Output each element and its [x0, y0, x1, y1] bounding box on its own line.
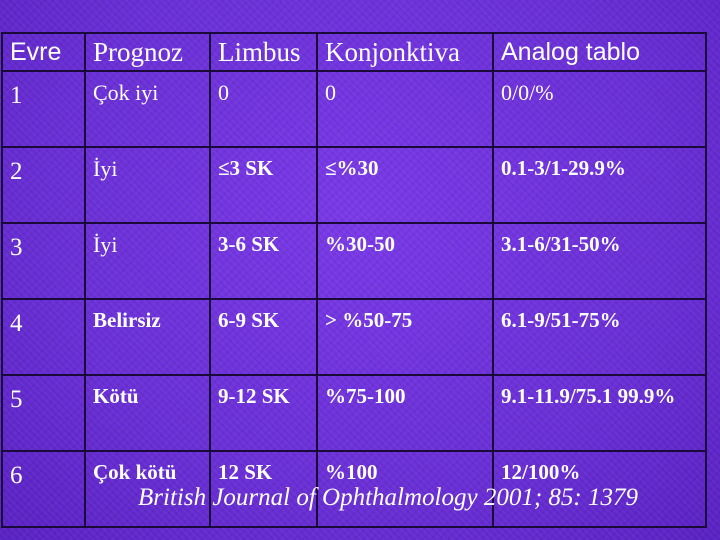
cell-prognoz: Çok iyi — [84, 70, 211, 148]
cell-konjonktiva: %100 — [316, 450, 494, 528]
cell-limbus: 0 — [209, 70, 318, 148]
cell-analog-tablo: 0/0/% — [492, 70, 707, 148]
table-row: 2 İyi ≤3 SK ≤%30 0.1-3/1-29.9% — [1, 146, 707, 224]
cell-evre: 4 — [1, 298, 86, 376]
table-row: 6 Çok kötü 12 SK %100 12/100% — [1, 450, 707, 528]
cell-limbus: 6-9 SK — [209, 298, 318, 376]
header-konjonktiva: Konjonktiva — [316, 32, 494, 72]
cell-limbus: 12 SK — [209, 450, 318, 528]
table-row: 3 İyi 3-6 SK %30-50 3.1-6/31-50% — [1, 222, 707, 300]
citation-text: British Journal of Ophthalmology 2001; 8… — [138, 484, 638, 511]
cell-konjonktiva: %75-100 — [316, 374, 494, 452]
table-row: 5 Kötü 9-12 SK %75-100 9.1-11.9/75.1 99.… — [1, 374, 707, 452]
cell-limbus: ≤3 SK — [209, 146, 318, 224]
cell-analog-tablo: 12/100% — [492, 450, 707, 528]
cell-konjonktiva: %30-50 — [316, 222, 494, 300]
cell-limbus: 9-12 SK — [209, 374, 318, 452]
cell-prognoz: Kötü — [84, 374, 211, 452]
cell-prognoz: İyi — [84, 146, 211, 224]
cell-konjonktiva: 0 — [316, 70, 494, 148]
cell-evre: 2 — [1, 146, 86, 224]
table-row: 4 Belirsiz 6-9 SK > %50-75 6.1-9/51-75% — [1, 298, 707, 376]
cell-prognoz: Çok kötü — [84, 450, 211, 528]
prognosis-table: Evre Prognoz Limbus Konjonktiva Analog t… — [1, 32, 707, 528]
cell-prognoz: İyi — [84, 222, 211, 300]
cell-analog-tablo: 6.1-9/51-75% — [492, 298, 707, 376]
cell-analog-tablo: 0.1-3/1-29.9% — [492, 146, 707, 224]
header-limbus: Limbus — [209, 32, 318, 72]
cell-evre: 3 — [1, 222, 86, 300]
header-analog-tablo: Analog tablo — [492, 32, 707, 72]
table-header-row: Evre Prognoz Limbus Konjonktiva Analog t… — [1, 32, 707, 72]
cell-konjonktiva: ≤%30 — [316, 146, 494, 224]
cell-analog-tablo: 3.1-6/31-50% — [492, 222, 707, 300]
header-prognoz: Prognoz — [84, 32, 211, 72]
header-evre: Evre — [1, 32, 86, 72]
cell-konjonktiva: > %50-75 — [316, 298, 494, 376]
cell-evre: 1 — [1, 70, 86, 148]
cell-evre: 6 — [1, 450, 86, 528]
table-row: 1 Çok iyi 0 0 0/0/% — [1, 70, 707, 148]
cell-analog-tablo: 9.1-11.9/75.1 99.9% — [492, 374, 707, 452]
cell-limbus: 3-6 SK — [209, 222, 318, 300]
cell-evre: 5 — [1, 374, 86, 452]
cell-prognoz: Belirsiz — [84, 298, 211, 376]
